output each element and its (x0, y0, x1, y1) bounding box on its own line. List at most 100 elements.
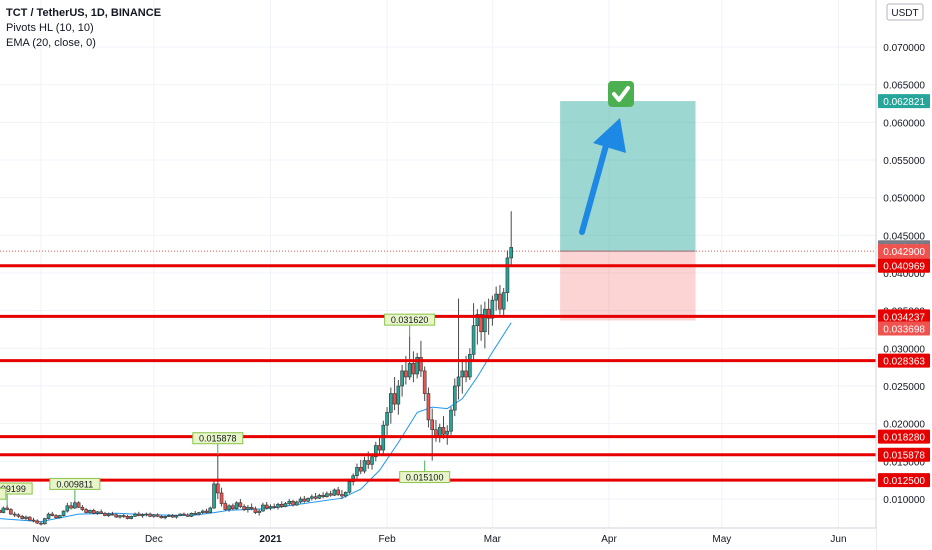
candle-body (95, 511, 100, 514)
candle-body (129, 516, 134, 519)
price-tick-label: 0.055000 (883, 156, 925, 167)
support-resistance-lines[interactable] (0, 264, 876, 482)
candle-body (396, 385, 401, 405)
price-tag-label: 0.012500 (883, 476, 925, 487)
candle-body (246, 506, 250, 510)
candle-body (411, 363, 416, 375)
candle-body (445, 430, 450, 435)
chart-legend: TCT / TetherUS, 1D, BINANCE Pivots HL (1… (6, 6, 161, 51)
indicator-pivots[interactable]: Pivots HL (10, 10) (6, 22, 94, 34)
candle-body (385, 412, 389, 426)
candle-body (366, 460, 371, 465)
candle-body (377, 445, 382, 451)
candle-body (287, 500, 292, 504)
candle-body (347, 481, 352, 493)
price-tick-label: 0.040000 (883, 269, 925, 280)
candle-body (144, 513, 149, 516)
arrow-head (593, 118, 626, 153)
indicator-ema[interactable]: EMA (20, close, 0) (6, 37, 96, 49)
candle-body (490, 299, 495, 319)
candle-body (434, 429, 438, 437)
candle-body (310, 496, 314, 499)
price-tag (878, 447, 930, 462)
candle-body (1, 507, 6, 513)
candle-body (88, 509, 92, 513)
candle-body (370, 456, 374, 465)
candle-body (39, 522, 43, 525)
candle-body (185, 514, 190, 517)
candle-body (61, 510, 66, 516)
candle-body (5, 507, 9, 510)
up-arrow-annotation (579, 118, 626, 235)
candle-body (50, 513, 55, 516)
candle-body (219, 492, 224, 504)
candle-body (238, 502, 243, 507)
candle-body (460, 370, 465, 378)
candle-body (125, 516, 130, 519)
candle-body (415, 357, 419, 375)
time-axis[interactable]: Nov Dec 2021 Feb Mar Apr May Jun (0, 527, 876, 550)
candle-body (404, 370, 408, 378)
candle-body (16, 514, 21, 517)
candle-body (193, 513, 198, 515)
candle-body (264, 504, 269, 509)
price-tag-label: 0.062821 (883, 97, 925, 108)
time-tick-label: Mar (484, 534, 502, 545)
price-tick-label: 0.010000 (883, 495, 925, 506)
candle-body (80, 506, 85, 510)
candle-body (35, 520, 40, 524)
time-tick-label: Apr (601, 534, 617, 545)
candle-body (46, 513, 51, 519)
candle-body (351, 475, 356, 482)
price-tick-label: 0.045000 (883, 231, 925, 242)
price-tick-label: 0.060000 (883, 118, 925, 129)
candle-body (313, 496, 318, 499)
candle-body (419, 357, 423, 372)
candle-body (452, 385, 457, 411)
pivot-label: 0.009811 (56, 479, 93, 489)
candle-body (340, 494, 344, 497)
candle-body (498, 293, 502, 310)
candle-body (58, 515, 62, 519)
candle-body (118, 515, 122, 518)
candle-body (355, 467, 359, 476)
symbol-title[interactable]: TCT / TetherUS, 1D, BINANCE (6, 7, 162, 19)
pivot-label: 0.015100 (406, 473, 444, 483)
candle-body (215, 483, 220, 494)
pivot-label: 0.015878 (199, 434, 237, 444)
candle-body (103, 513, 107, 516)
candle-body (373, 445, 378, 458)
candle-body (99, 511, 103, 514)
price-tag (878, 309, 930, 324)
candle-body (426, 393, 431, 421)
candle-body (253, 508, 258, 513)
pivot-box (384, 313, 436, 326)
time-tick-label: Dec (145, 534, 163, 545)
price-tick-label: 0.050000 (883, 194, 925, 205)
price-tags: 0.0628210.0434210.04290023:56:040.040969… (878, 94, 930, 488)
time-tick-label: Jun (830, 534, 846, 545)
ema-line (0, 322, 512, 523)
price-axis[interactable]: 0.070000 0.065000 0.060000 0.055000 0.050000… (875, 0, 932, 550)
candle-body (358, 467, 363, 472)
candle-body (231, 505, 235, 510)
pivot-label: 0.031620 (391, 315, 429, 325)
long-position-tool[interactable] (0, 101, 876, 321)
candle-body (242, 506, 246, 510)
currency-badge[interactable]: USDT (886, 3, 924, 21)
candle-body (65, 505, 70, 512)
candle-body (9, 509, 13, 515)
candle-body (336, 489, 340, 495)
candle-body (178, 513, 182, 516)
candle-body (174, 515, 179, 518)
price-tag-label: 0.040969 (883, 262, 925, 273)
pivot-box (192, 432, 244, 445)
candle-body (159, 516, 164, 519)
pivot-label: 0.009199 (0, 484, 26, 494)
candle-body (227, 505, 231, 510)
pivot-box (49, 477, 101, 490)
candle-body (204, 510, 209, 513)
price-tick-label: 0.020000 (883, 420, 925, 431)
price-tag-label: 0.034237 (883, 312, 925, 323)
